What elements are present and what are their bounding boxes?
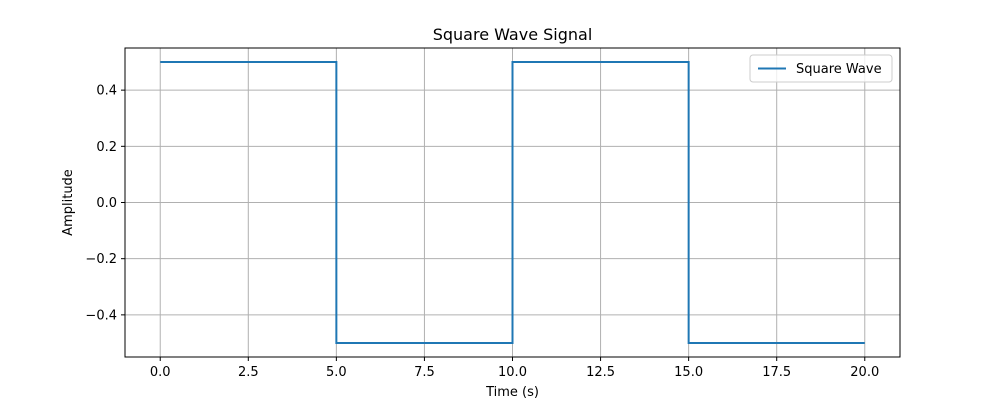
x-tick-label: 5.0 [326, 365, 347, 380]
legend: Square Wave [749, 54, 893, 83]
legend-label: Square Wave [796, 62, 882, 77]
x-tick-label: 15.0 [674, 365, 703, 380]
y-tick-label: 0.2 [96, 140, 117, 155]
y-tick-label: 0.0 [96, 196, 117, 211]
x-tick-label: 12.5 [586, 365, 615, 380]
x-tick-label: 20.0 [850, 365, 879, 380]
y-tick-label: 0.4 [96, 84, 117, 99]
x-tick-label: 17.5 [762, 365, 791, 380]
y-tick-label: −0.4 [85, 308, 117, 323]
chart-title: Square Wave Signal [433, 25, 593, 44]
axis-ticks: 0.0 2.5 5.0 7.5 10.0 12.5 15.0 17.5 20.0 −0.4 −0.2… [85, 84, 879, 380]
x-axis-label: Time (s) [485, 385, 539, 400]
x-tick-label: 2.5 [238, 365, 259, 380]
legend-box [749, 54, 893, 83]
x-tick-label: 0.0 [150, 365, 171, 380]
x-tick-label: 10.0 [498, 365, 527, 380]
y-tick-label: −0.2 [85, 252, 117, 267]
x-tick-label: 7.5 [414, 365, 435, 380]
y-axis-label: Amplitude [61, 169, 76, 236]
plot-series [160, 61, 865, 344]
square-wave-line [160, 61, 865, 344]
